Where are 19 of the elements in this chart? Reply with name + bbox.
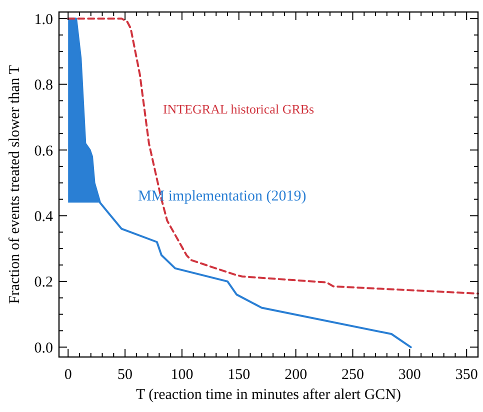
- y-tick-label: 0.8: [34, 78, 53, 94]
- x-tick-label: 100: [170, 367, 194, 383]
- x-tick-label: 300: [398, 367, 421, 383]
- x-tick-label: 50: [118, 367, 133, 383]
- line-series: [67, 18, 479, 295]
- y-tick-label: 0.2: [34, 274, 53, 291]
- x-tick-label: 350: [455, 367, 478, 383]
- series-label: INTEGRAL historical GRBs: [162, 101, 314, 116]
- x-tick-label: 0: [64, 367, 72, 383]
- x-axis-title: T (reaction time in minutes after alert GCN): [136, 387, 402, 403]
- x-tick-label: 200: [284, 367, 308, 383]
- y-tick-label: 0.0: [34, 340, 53, 356]
- y-axis-title: Fraction of events treated slower than T: [7, 65, 23, 304]
- x-tick-label: 150: [228, 367, 250, 383]
- x-tick-label: 250: [342, 367, 364, 383]
- y-tick-label: 0.6: [34, 143, 54, 160]
- y-tick-label: 0.4: [34, 208, 54, 225]
- y-tick-label: 1.0: [34, 12, 53, 28]
- series-label: MM implementation (2019): [138, 188, 306, 204]
